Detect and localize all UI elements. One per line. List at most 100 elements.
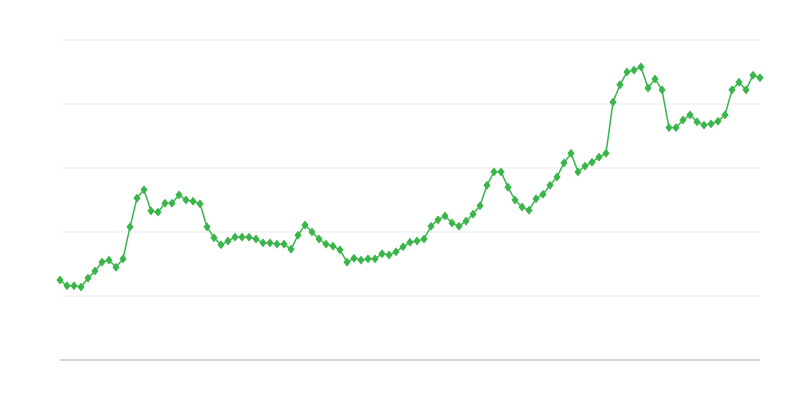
data-point xyxy=(63,281,71,291)
data-point xyxy=(539,189,547,199)
data-point xyxy=(91,266,99,276)
data-point xyxy=(147,206,155,216)
data-point xyxy=(532,194,540,204)
data-point xyxy=(259,238,267,248)
data-point xyxy=(497,167,505,177)
data-point xyxy=(560,158,568,168)
gridlines xyxy=(60,39,760,297)
data-point xyxy=(287,244,295,254)
data-point xyxy=(406,237,414,247)
data-point xyxy=(630,65,638,75)
data-point xyxy=(609,97,617,107)
data-point xyxy=(679,115,687,125)
data-point xyxy=(434,215,442,225)
data-point xyxy=(707,119,715,129)
data-point xyxy=(581,161,589,171)
data-point xyxy=(322,239,330,249)
data-point xyxy=(154,207,162,217)
data-point xyxy=(546,180,554,190)
data-point xyxy=(126,222,134,232)
data-point xyxy=(693,117,701,127)
data-point xyxy=(483,180,491,190)
data-point xyxy=(420,234,428,244)
data-point xyxy=(616,80,624,90)
data-point xyxy=(385,250,393,260)
data-point xyxy=(511,195,519,205)
data-point xyxy=(602,148,610,158)
data-point xyxy=(686,110,694,120)
data-point xyxy=(210,233,218,243)
data-point xyxy=(595,152,603,162)
data-point xyxy=(728,85,736,95)
data-point xyxy=(371,254,379,264)
data-point xyxy=(553,172,561,182)
data-point xyxy=(658,85,666,95)
data-point xyxy=(266,238,274,248)
data-point xyxy=(140,185,148,195)
data-point xyxy=(427,221,435,231)
data-points xyxy=(56,62,764,292)
data-point xyxy=(175,190,183,200)
data-point xyxy=(98,257,106,267)
data-point xyxy=(217,240,225,250)
data-point xyxy=(224,236,232,246)
data-point xyxy=(203,222,211,232)
data-point xyxy=(168,198,176,208)
data-point xyxy=(378,249,386,259)
data-point xyxy=(637,62,645,72)
data-point xyxy=(448,218,456,228)
data-point xyxy=(441,211,449,221)
data-point xyxy=(735,77,743,87)
data-point xyxy=(238,232,246,242)
data-point xyxy=(245,232,253,242)
data-point xyxy=(721,110,729,120)
data-point xyxy=(336,245,344,255)
data-point xyxy=(525,205,533,215)
data-point xyxy=(189,196,197,206)
data-point xyxy=(700,120,708,130)
data-point xyxy=(665,123,673,133)
data-point xyxy=(518,202,526,212)
data-point xyxy=(357,255,365,265)
data-point xyxy=(315,234,323,244)
data-point xyxy=(651,74,659,84)
data-point xyxy=(455,221,463,231)
data-point xyxy=(294,230,302,240)
data-point xyxy=(77,282,85,292)
data-point xyxy=(133,193,141,203)
data-point xyxy=(623,67,631,77)
data-point xyxy=(490,167,498,177)
data-point xyxy=(469,209,477,219)
data-point xyxy=(182,195,190,205)
data-point xyxy=(742,85,750,95)
data-point xyxy=(119,254,127,264)
data-point xyxy=(70,281,78,291)
data-point xyxy=(350,253,358,263)
data-point xyxy=(392,247,400,257)
data-point xyxy=(672,123,680,133)
data-point xyxy=(567,148,575,158)
data-point xyxy=(462,216,470,226)
data-point xyxy=(399,242,407,252)
data-point xyxy=(105,255,113,265)
data-point xyxy=(749,70,757,80)
data-point xyxy=(574,167,582,177)
data-point xyxy=(364,254,372,264)
data-point xyxy=(112,262,120,272)
data-point xyxy=(301,220,309,230)
data-point xyxy=(252,234,260,244)
data-point xyxy=(56,275,64,285)
data-point xyxy=(476,201,484,211)
data-point xyxy=(343,257,351,267)
data-point xyxy=(504,182,512,192)
data-point xyxy=(231,232,239,242)
data-point xyxy=(308,227,316,237)
data-point xyxy=(196,199,204,209)
data-point xyxy=(413,236,421,246)
data-point xyxy=(714,116,722,126)
data-point xyxy=(756,73,764,83)
data-point xyxy=(280,239,288,249)
data-point xyxy=(273,239,281,249)
data-point xyxy=(84,273,92,283)
